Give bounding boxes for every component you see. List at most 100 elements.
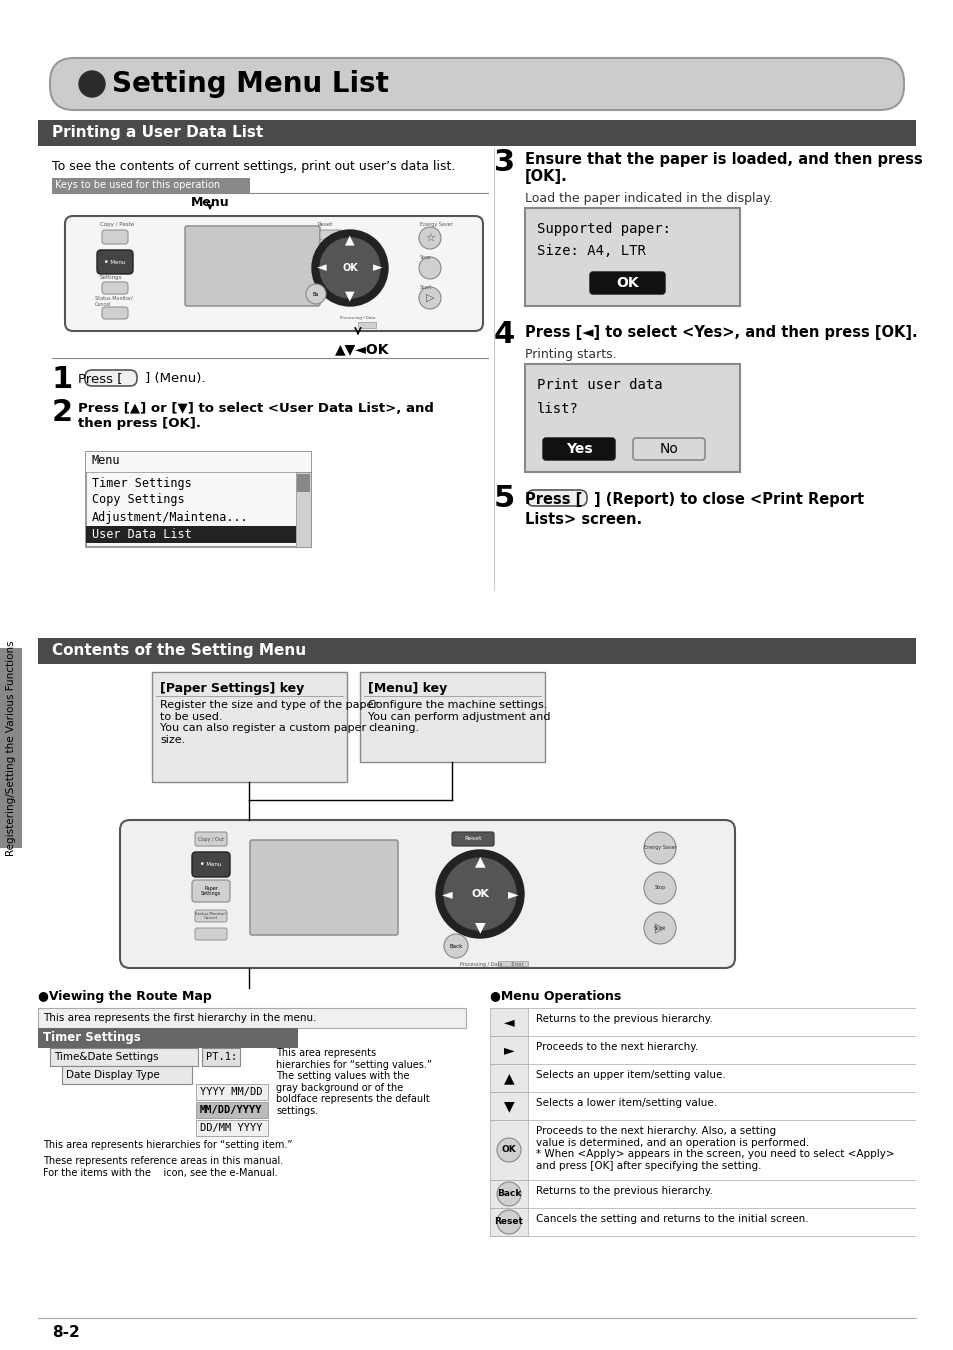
Text: Copy / Out: Copy / Out <box>198 837 224 841</box>
Text: Date Display Type: Date Display Type <box>66 1071 159 1080</box>
Bar <box>497 961 527 967</box>
Text: Menu: Menu <box>91 454 120 467</box>
Text: Menu: Menu <box>191 196 229 209</box>
Bar <box>490 1064 527 1092</box>
Text: Reset: Reset <box>464 837 481 841</box>
Text: Press [: Press [ <box>524 491 581 508</box>
Text: ►: ► <box>507 887 517 900</box>
Text: Energy Saver: Energy Saver <box>643 845 676 850</box>
Text: Yes: Yes <box>565 441 592 456</box>
Text: [Menu] key: [Menu] key <box>368 682 447 695</box>
Text: Reset: Reset <box>494 1218 523 1227</box>
Text: Energy Saver: Energy Saver <box>419 221 453 227</box>
Bar <box>357 323 375 328</box>
Text: ●Menu Operations: ●Menu Operations <box>490 990 620 1003</box>
Text: ] (Menu).: ] (Menu). <box>145 373 205 385</box>
Text: These represents reference areas in this manual.
For the items with the    icon,: These represents reference areas in this… <box>43 1156 283 1177</box>
FancyBboxPatch shape <box>102 282 128 294</box>
Text: Status Monitor/
Cancel: Status Monitor/ Cancel <box>195 911 227 921</box>
Text: ◄: ◄ <box>441 887 452 900</box>
Text: ▲: ▲ <box>345 234 355 247</box>
Text: Adjustment/Maintena...: Adjustment/Maintena... <box>91 510 249 524</box>
Text: Returns to the previous hierarchy.: Returns to the previous hierarchy. <box>536 1014 712 1025</box>
Circle shape <box>643 913 676 944</box>
Text: Ba: Ba <box>313 292 319 297</box>
Circle shape <box>497 1138 520 1162</box>
Text: No: No <box>659 441 678 456</box>
Text: Register the size and type of the paper
to be used.
You can also register a cust: Register the size and type of the paper … <box>160 701 377 745</box>
Text: Lists> screen.: Lists> screen. <box>524 512 641 526</box>
Text: YYYY MM/DD: YYYY MM/DD <box>200 1087 262 1098</box>
Circle shape <box>643 832 676 864</box>
Text: Reset: Reset <box>317 221 333 227</box>
Text: 4: 4 <box>494 320 515 350</box>
Bar <box>50 1048 198 1067</box>
Text: Copy Settings: Copy Settings <box>91 494 185 506</box>
Text: Setting Menu List: Setting Menu List <box>112 70 389 99</box>
FancyBboxPatch shape <box>65 216 482 331</box>
Text: 2: 2 <box>52 398 73 427</box>
Circle shape <box>306 284 326 304</box>
Bar <box>202 1048 240 1067</box>
Bar <box>490 1120 527 1180</box>
FancyBboxPatch shape <box>526 490 586 506</box>
Bar <box>86 526 295 543</box>
Bar <box>195 1084 268 1100</box>
Text: Registering/Setting the Various Functions: Registering/Setting the Various Function… <box>6 640 16 856</box>
Circle shape <box>443 859 516 930</box>
FancyBboxPatch shape <box>633 437 704 460</box>
Text: Press [: Press [ <box>78 373 122 385</box>
Text: Selects a lower item/setting value.: Selects a lower item/setting value. <box>536 1098 717 1108</box>
Circle shape <box>418 288 440 309</box>
Text: Load the paper indicated in the display.: Load the paper indicated in the display. <box>524 192 772 205</box>
Text: Printing starts.: Printing starts. <box>524 348 616 360</box>
FancyBboxPatch shape <box>319 230 341 240</box>
Text: Settings: Settings <box>100 275 122 279</box>
FancyBboxPatch shape <box>50 58 903 109</box>
Text: Copy / Paste: Copy / Paste <box>100 221 134 227</box>
Bar <box>195 1102 268 1118</box>
Bar <box>0 648 22 848</box>
Text: OK: OK <box>616 275 639 290</box>
Text: 8-2: 8-2 <box>52 1324 80 1341</box>
Bar <box>524 208 740 306</box>
Circle shape <box>418 227 440 248</box>
Text: This area represents the first hierarchy in the menu.: This area represents the first hierarchy… <box>43 1012 316 1023</box>
FancyBboxPatch shape <box>452 832 494 846</box>
Circle shape <box>312 230 388 306</box>
Text: Contents of the Setting Menu: Contents of the Setting Menu <box>52 644 306 659</box>
Text: ⚫ Menu: ⚫ Menu <box>200 861 221 867</box>
Circle shape <box>643 872 676 904</box>
Text: ▲: ▲ <box>503 1071 514 1085</box>
Bar <box>524 364 740 472</box>
Text: User Data List: User Data List <box>91 528 192 540</box>
Text: ☆: ☆ <box>424 234 435 243</box>
Bar <box>490 1208 527 1237</box>
Text: Print user data: Print user data <box>537 378 662 392</box>
Circle shape <box>436 850 523 938</box>
Bar <box>38 639 915 664</box>
Text: Ensure that the paper is loaded, and then press
[OK].: Ensure that the paper is loaded, and the… <box>524 153 922 185</box>
FancyBboxPatch shape <box>192 852 230 878</box>
Circle shape <box>418 256 440 279</box>
Text: ▲▼◄OK: ▲▼◄OK <box>335 342 389 356</box>
Text: 3: 3 <box>494 148 515 177</box>
Text: MM/DD/YYYY: MM/DD/YYYY <box>200 1106 262 1115</box>
Bar <box>490 1180 527 1208</box>
Text: Processing / Data      Error: Processing / Data Error <box>459 963 523 967</box>
Text: To see the contents of current settings, print out user’s data list.: To see the contents of current settings,… <box>52 161 455 173</box>
Text: Start: Start <box>419 285 432 290</box>
Text: Supported paper:: Supported paper: <box>537 221 670 236</box>
Text: Press [◄] to select <Yes>, and then press [OK].: Press [◄] to select <Yes>, and then pres… <box>524 325 917 340</box>
Text: Stop: Stop <box>419 255 431 261</box>
Text: list?: list? <box>537 402 578 416</box>
Text: Start: Start <box>653 926 665 930</box>
Text: ▷: ▷ <box>655 922 664 934</box>
FancyBboxPatch shape <box>185 225 319 306</box>
FancyBboxPatch shape <box>194 910 227 922</box>
Text: ⚫ Menu: ⚫ Menu <box>104 259 126 265</box>
Text: Proceeds to the next hierarchy.: Proceeds to the next hierarchy. <box>536 1042 698 1052</box>
Text: ▼: ▼ <box>503 1099 514 1112</box>
Text: ▼: ▼ <box>475 919 485 934</box>
Text: Selects an upper item/setting value.: Selects an upper item/setting value. <box>536 1071 725 1080</box>
